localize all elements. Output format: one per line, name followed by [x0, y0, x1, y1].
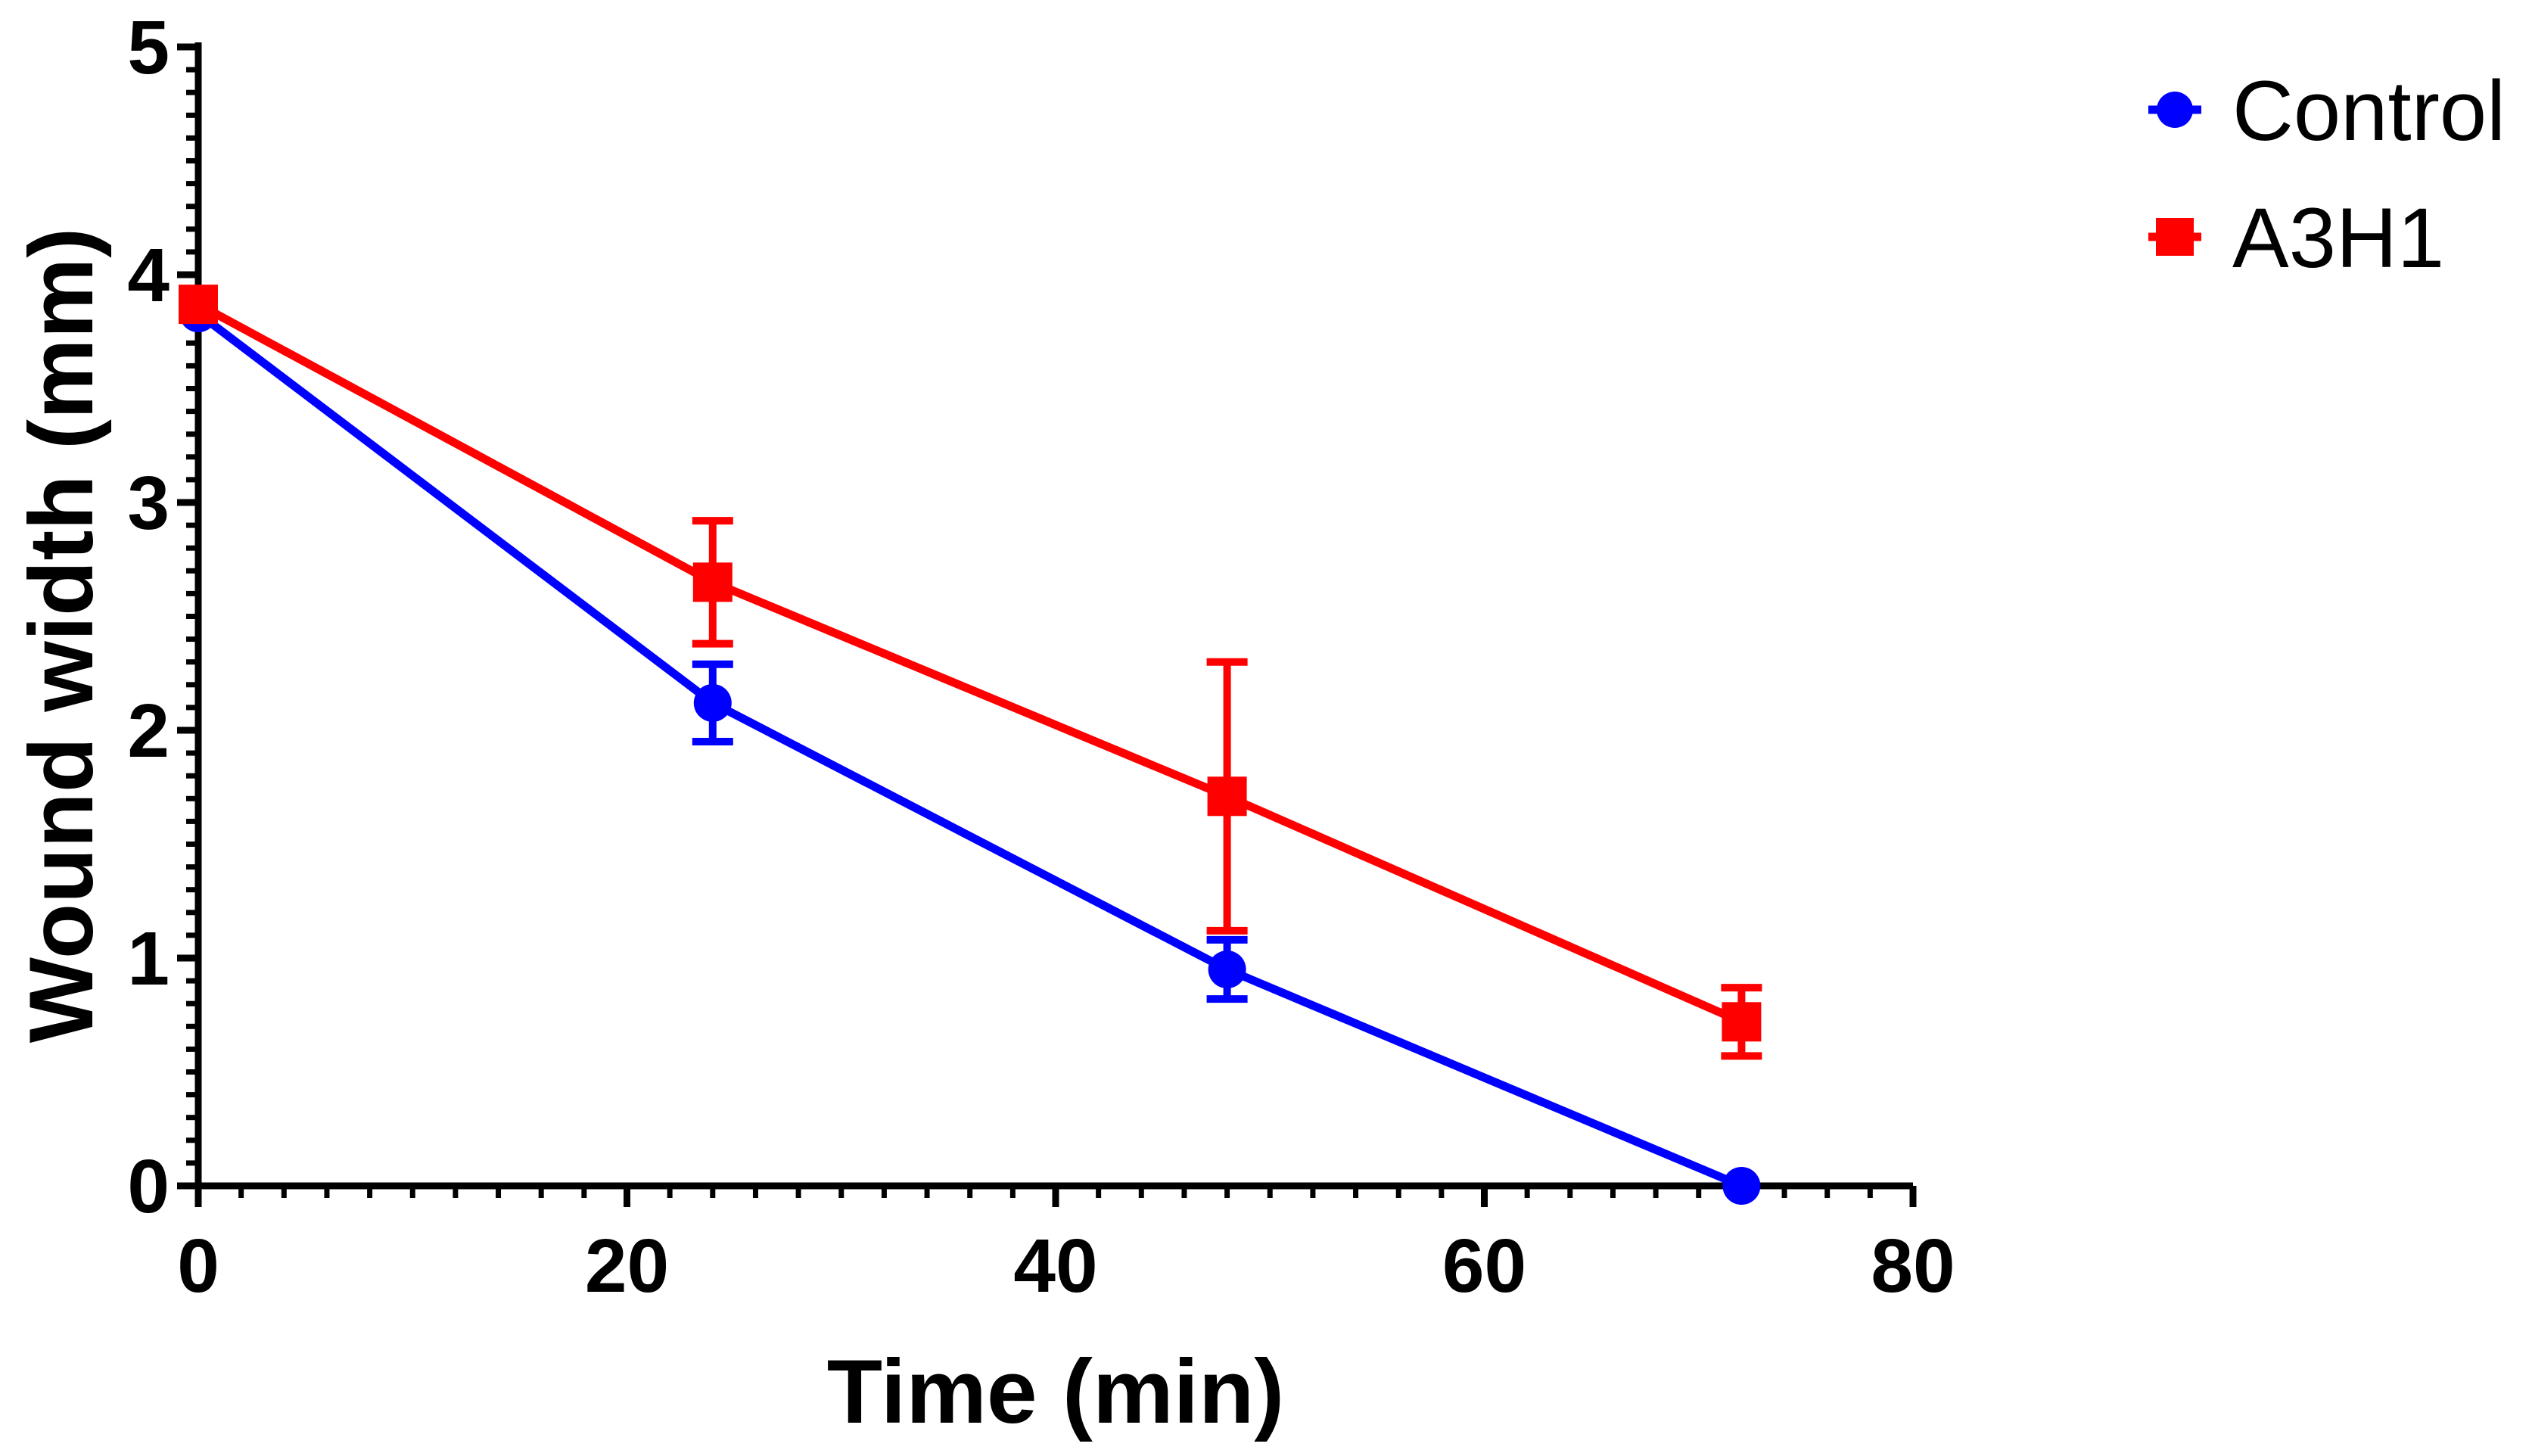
data-point — [692, 562, 733, 602]
axes: 0 1 2 3 4 5 0 20 40 60 80 Time (min) Wound width (mm… — [11, 5, 1955, 1442]
x-tick-label: 20 — [585, 1224, 669, 1308]
x-tick-label: 40 — [1013, 1224, 1097, 1308]
y-tick-label: 3 — [127, 461, 170, 546]
x-axis-title: Time (min) — [827, 1341, 1285, 1442]
y-tick-label: 1 — [127, 916, 170, 1001]
series-line-a3h1 — [196, 300, 1743, 1026]
data-point — [179, 285, 218, 325]
legend: Control A3H1 — [2148, 64, 2506, 285]
legend-item-control: Control — [2148, 64, 2506, 158]
x-tick-label: 80 — [1871, 1224, 1955, 1308]
y-tick-label: 2 — [127, 689, 170, 773]
series-a3h1 — [179, 285, 1762, 1060]
y-tick-label: 4 — [127, 233, 170, 318]
data-point — [1722, 1167, 1761, 1205]
legend-item-a3h1: A3H1 — [2148, 191, 2444, 285]
data-point — [1207, 776, 1247, 817]
x-tick-label: 60 — [1442, 1224, 1526, 1308]
series-control — [179, 294, 1761, 1205]
data-point — [1722, 1002, 1762, 1042]
data-point — [1208, 950, 1246, 989]
data-point — [693, 683, 732, 722]
legend-marker — [2157, 92, 2193, 128]
x-tick-label: 0 — [177, 1224, 219, 1308]
legend-label: A3H1 — [2232, 191, 2444, 285]
legend-marker — [2156, 218, 2194, 256]
series-layer — [179, 285, 1762, 1205]
series-line-control — [195, 310, 1743, 1190]
y-tick-label: 0 — [127, 1144, 170, 1229]
y-tick-label: 5 — [127, 5, 170, 90]
legend-label: Control — [2232, 64, 2506, 158]
y-axis-title: Wound width (mm) — [11, 228, 112, 1044]
